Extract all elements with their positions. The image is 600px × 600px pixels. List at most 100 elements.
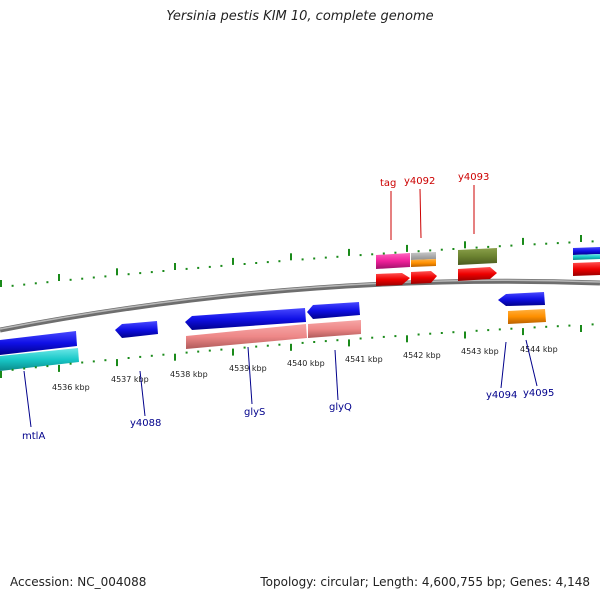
scale-tick-label: 4542 kbp [403,351,441,360]
gene-feature-glyQ-pink[interactable] [308,320,361,338]
forward-tick-mark [429,249,432,252]
forward-tick-mark [23,283,26,286]
gene-feature-y4094[interactable] [498,292,545,306]
reverse-tick-mark [162,353,165,356]
reverse-tick-mark [440,332,443,334]
forward-tick-mark [348,248,350,256]
forward-tick-mark [290,253,292,261]
forward-tick-mark [545,242,548,245]
forward-tick-mark [510,244,513,247]
reverse-tick-mark [591,323,594,326]
forward-tick-mark [406,244,408,252]
gene-feature-tag[interactable] [376,253,410,269]
reverse-tick-mark [23,367,26,370]
forward-tick-mark [232,257,234,265]
reverse-tick-mark [150,354,153,357]
gene-label-y4088[interactable]: y4088 [130,418,161,429]
reverse-tick-row [0,323,594,378]
gene-feature-blue-edge[interactable] [573,247,600,255]
gene-feature-cyan-edge[interactable] [573,254,600,260]
forward-tick-mark [139,272,142,275]
reverse-tick-mark [255,345,258,348]
forward-tick-mark [475,246,478,249]
gene-feature-olive[interactable] [458,248,497,265]
reverse-tick-mark [0,371,2,378]
forward-tick-mark [104,275,107,278]
forward-tick-mark [591,240,594,243]
gene-feature-glyS-pink[interactable] [186,324,307,349]
gene-label-y4093[interactable]: y4093 [458,172,489,183]
forward-tick-mark [197,266,200,269]
reverse-tick-mark [266,344,269,347]
reverse-tick-mark [556,325,559,328]
reverse-tick-mark [301,341,304,344]
forward-tick-mark [11,284,14,287]
gene-feature-gray[interactable] [411,252,436,260]
forward-tick-mark [452,248,455,250]
forward-tick-mark [568,241,571,244]
forward-tick-mark [81,277,84,280]
reverse-tick-mark [487,329,490,332]
scale-tick-label: 4536 kbp [52,383,90,392]
gene-labels: tag y4092 y4093 mtlA y4088 glyS glyQ y40… [22,172,554,442]
reverse-tick-mark [127,357,130,359]
forward-tick-mark [522,237,524,245]
reverse-tick-mark [58,364,60,372]
forward-tick-mark [46,281,49,284]
forward-tick-mark [487,245,490,248]
reverse-tick-mark [197,350,200,353]
gene-feature-glyQ-blue[interactable] [307,302,360,319]
forward-tick-mark [533,243,536,246]
reverse-tick-mark [34,366,37,369]
reverse-tick-mark [580,325,582,332]
reverse-tick-mark [174,353,176,361]
forward-tick-mark [382,252,385,255]
gene-feature-y4093[interactable] [458,267,497,281]
gene-feature-red-2[interactable] [411,271,437,284]
reverse-tick-mark [313,341,316,343]
forward-tick-mark [69,278,72,281]
forward-tick-mark [174,263,176,270]
forward-tick-mark [417,250,420,253]
genome-summary-text: Topology: circular; Length: 4,600,755 bp… [260,575,590,589]
gene-label-leaders [23,185,538,428]
reverse-tick-mark [11,368,14,371]
forward-tick-mark [278,260,281,263]
gene-label-glyS[interactable]: glyS [244,407,265,418]
gene-label-y4095[interactable]: y4095 [523,388,554,399]
reverse-tick-mark [406,335,408,343]
reverse-strand-features [0,292,546,371]
forward-tick-mark [220,264,223,267]
forward-tick-mark [208,265,211,268]
forward-tick-mark [580,235,582,242]
gene-label-mtlA[interactable]: mtlA [22,431,45,442]
gene-feature-red-edge[interactable] [573,262,600,276]
gene-feature-glyS-blue[interactable] [185,308,306,330]
reverse-tick-mark [475,329,478,332]
scale-tick-label: 4537 kbp [111,375,149,384]
gene-label-y4092[interactable]: y4092 [404,176,435,187]
reverse-tick-mark [139,355,142,358]
reverse-tick-mark [104,359,107,362]
gene-feature-y4095[interactable] [508,309,546,324]
forward-tick-mark [464,241,466,249]
gene-label-tag[interactable]: tag [380,178,396,189]
forward-tick-mark [127,273,130,276]
reverse-tick-mark [220,348,223,351]
reverse-tick-mark [185,351,188,354]
gene-label-glyQ[interactable]: glyQ [329,402,352,413]
gene-feature-mtlA-blue[interactable] [0,331,77,355]
gene-feature-y4088[interactable] [115,321,158,338]
forward-tick-mark [266,261,269,264]
forward-tick-mark [34,282,37,285]
reverse-tick-mark [92,360,95,363]
scale-tick-label: 4539 kbp [229,364,267,373]
gene-label-y4094[interactable]: y4094 [486,390,517,401]
gene-feature-orange[interactable] [411,259,436,267]
gene-feature-red-1[interactable] [376,273,410,286]
gene-feature-mtlA-cyan[interactable] [0,348,79,371]
reverse-tick-mark [290,343,292,351]
reverse-tick-mark [464,331,466,339]
forward-tick-mark [0,280,2,287]
reverse-tick-mark [510,327,513,330]
